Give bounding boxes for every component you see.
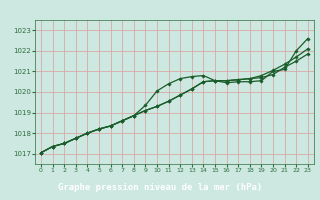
Text: Graphe pression niveau de la mer (hPa): Graphe pression niveau de la mer (hPa) (58, 183, 262, 192)
